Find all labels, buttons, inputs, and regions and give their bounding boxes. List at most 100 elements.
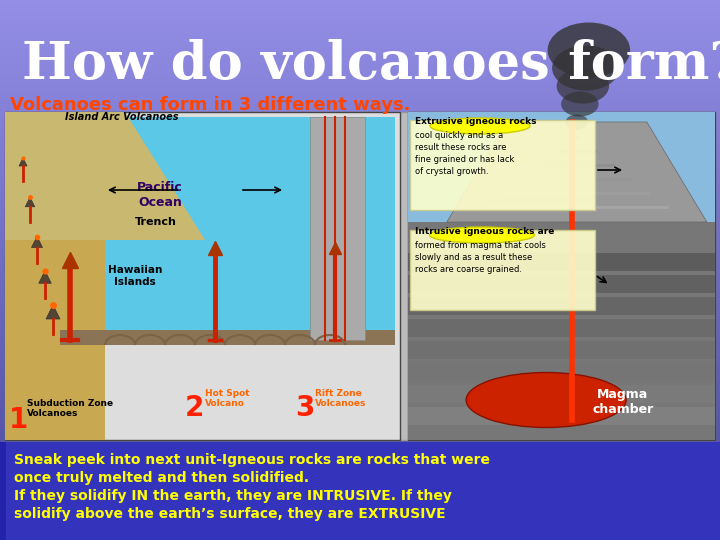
Bar xyxy=(0,253,720,254)
Bar xyxy=(0,230,720,231)
Bar xyxy=(0,125,720,126)
Bar xyxy=(0,435,720,436)
Bar xyxy=(0,368,720,369)
Bar xyxy=(0,495,720,496)
Bar xyxy=(0,534,720,535)
Bar xyxy=(0,197,720,198)
Bar xyxy=(0,451,720,453)
Bar xyxy=(0,475,720,476)
Bar xyxy=(0,73,720,75)
Bar xyxy=(0,491,720,492)
Bar xyxy=(0,246,720,247)
Bar xyxy=(0,535,720,536)
Bar xyxy=(0,110,720,111)
Bar xyxy=(0,314,720,315)
Bar xyxy=(0,165,720,166)
FancyBboxPatch shape xyxy=(5,112,105,440)
Bar xyxy=(0,85,720,86)
Bar xyxy=(0,31,720,32)
Bar xyxy=(0,316,720,318)
Ellipse shape xyxy=(566,114,588,130)
Bar xyxy=(0,384,720,386)
Bar xyxy=(0,286,720,287)
Bar xyxy=(0,269,720,271)
Bar xyxy=(0,416,720,417)
Bar xyxy=(0,262,720,264)
Bar xyxy=(0,86,720,87)
Bar xyxy=(0,336,720,338)
Bar xyxy=(0,78,720,79)
Bar xyxy=(0,281,720,282)
Bar xyxy=(0,109,720,110)
Bar xyxy=(0,188,720,190)
Text: Hawaiian
Islands: Hawaiian Islands xyxy=(108,265,162,287)
Bar xyxy=(0,58,720,59)
Bar xyxy=(0,361,720,362)
Bar xyxy=(0,159,720,160)
Bar xyxy=(0,246,720,247)
Bar xyxy=(0,187,720,188)
Bar xyxy=(0,340,720,341)
Bar xyxy=(0,200,720,201)
Bar xyxy=(0,204,720,205)
Bar xyxy=(0,238,720,239)
Text: Rift Zone
Volcanoes: Rift Zone Volcanoes xyxy=(315,389,366,408)
Bar xyxy=(0,447,720,448)
Bar xyxy=(0,166,720,167)
Bar xyxy=(0,72,720,73)
Bar xyxy=(0,430,720,431)
Bar xyxy=(0,218,720,219)
Bar xyxy=(0,442,720,443)
Bar xyxy=(0,409,720,410)
Bar xyxy=(0,369,720,370)
Bar xyxy=(0,417,720,418)
Bar xyxy=(0,138,720,139)
Bar xyxy=(0,395,720,396)
Bar xyxy=(0,164,720,165)
Bar xyxy=(0,185,720,186)
Text: cool quickly and as a: cool quickly and as a xyxy=(415,131,503,140)
Bar xyxy=(0,303,720,305)
Bar xyxy=(0,68,720,69)
Polygon shape xyxy=(46,305,60,319)
Bar xyxy=(0,25,720,26)
Bar xyxy=(0,211,720,212)
Bar xyxy=(0,118,720,119)
FancyBboxPatch shape xyxy=(408,112,715,275)
Bar xyxy=(0,444,720,445)
Bar xyxy=(0,98,720,99)
Bar xyxy=(0,241,720,242)
Bar xyxy=(0,411,720,413)
FancyBboxPatch shape xyxy=(408,297,715,315)
Bar xyxy=(0,114,720,116)
Bar xyxy=(0,50,720,51)
Bar xyxy=(0,414,720,415)
Bar xyxy=(0,147,720,149)
FancyBboxPatch shape xyxy=(408,319,715,337)
Bar xyxy=(0,408,720,409)
Bar xyxy=(0,420,720,421)
Bar xyxy=(0,260,720,261)
Bar xyxy=(0,126,720,127)
Bar xyxy=(0,482,720,483)
Text: Volcanoes can form in 3 different ways.: Volcanoes can form in 3 different ways. xyxy=(10,96,410,114)
Bar xyxy=(0,133,720,134)
Bar xyxy=(0,60,720,62)
Bar xyxy=(0,413,720,414)
Bar xyxy=(0,401,720,402)
Bar xyxy=(0,240,720,241)
Text: Sneak peek into next unit-Igneous rocks are rocks that were: Sneak peek into next unit-Igneous rocks … xyxy=(14,453,490,467)
Bar xyxy=(0,3,720,4)
Bar xyxy=(0,245,720,246)
Bar xyxy=(0,172,720,173)
Bar xyxy=(0,524,720,525)
Bar xyxy=(0,137,720,138)
Bar xyxy=(0,132,720,133)
Bar xyxy=(0,354,720,355)
Bar xyxy=(0,355,720,356)
Bar xyxy=(0,56,720,57)
Bar xyxy=(0,335,720,336)
Bar xyxy=(0,289,720,291)
Bar xyxy=(0,522,720,523)
Bar xyxy=(0,111,720,112)
